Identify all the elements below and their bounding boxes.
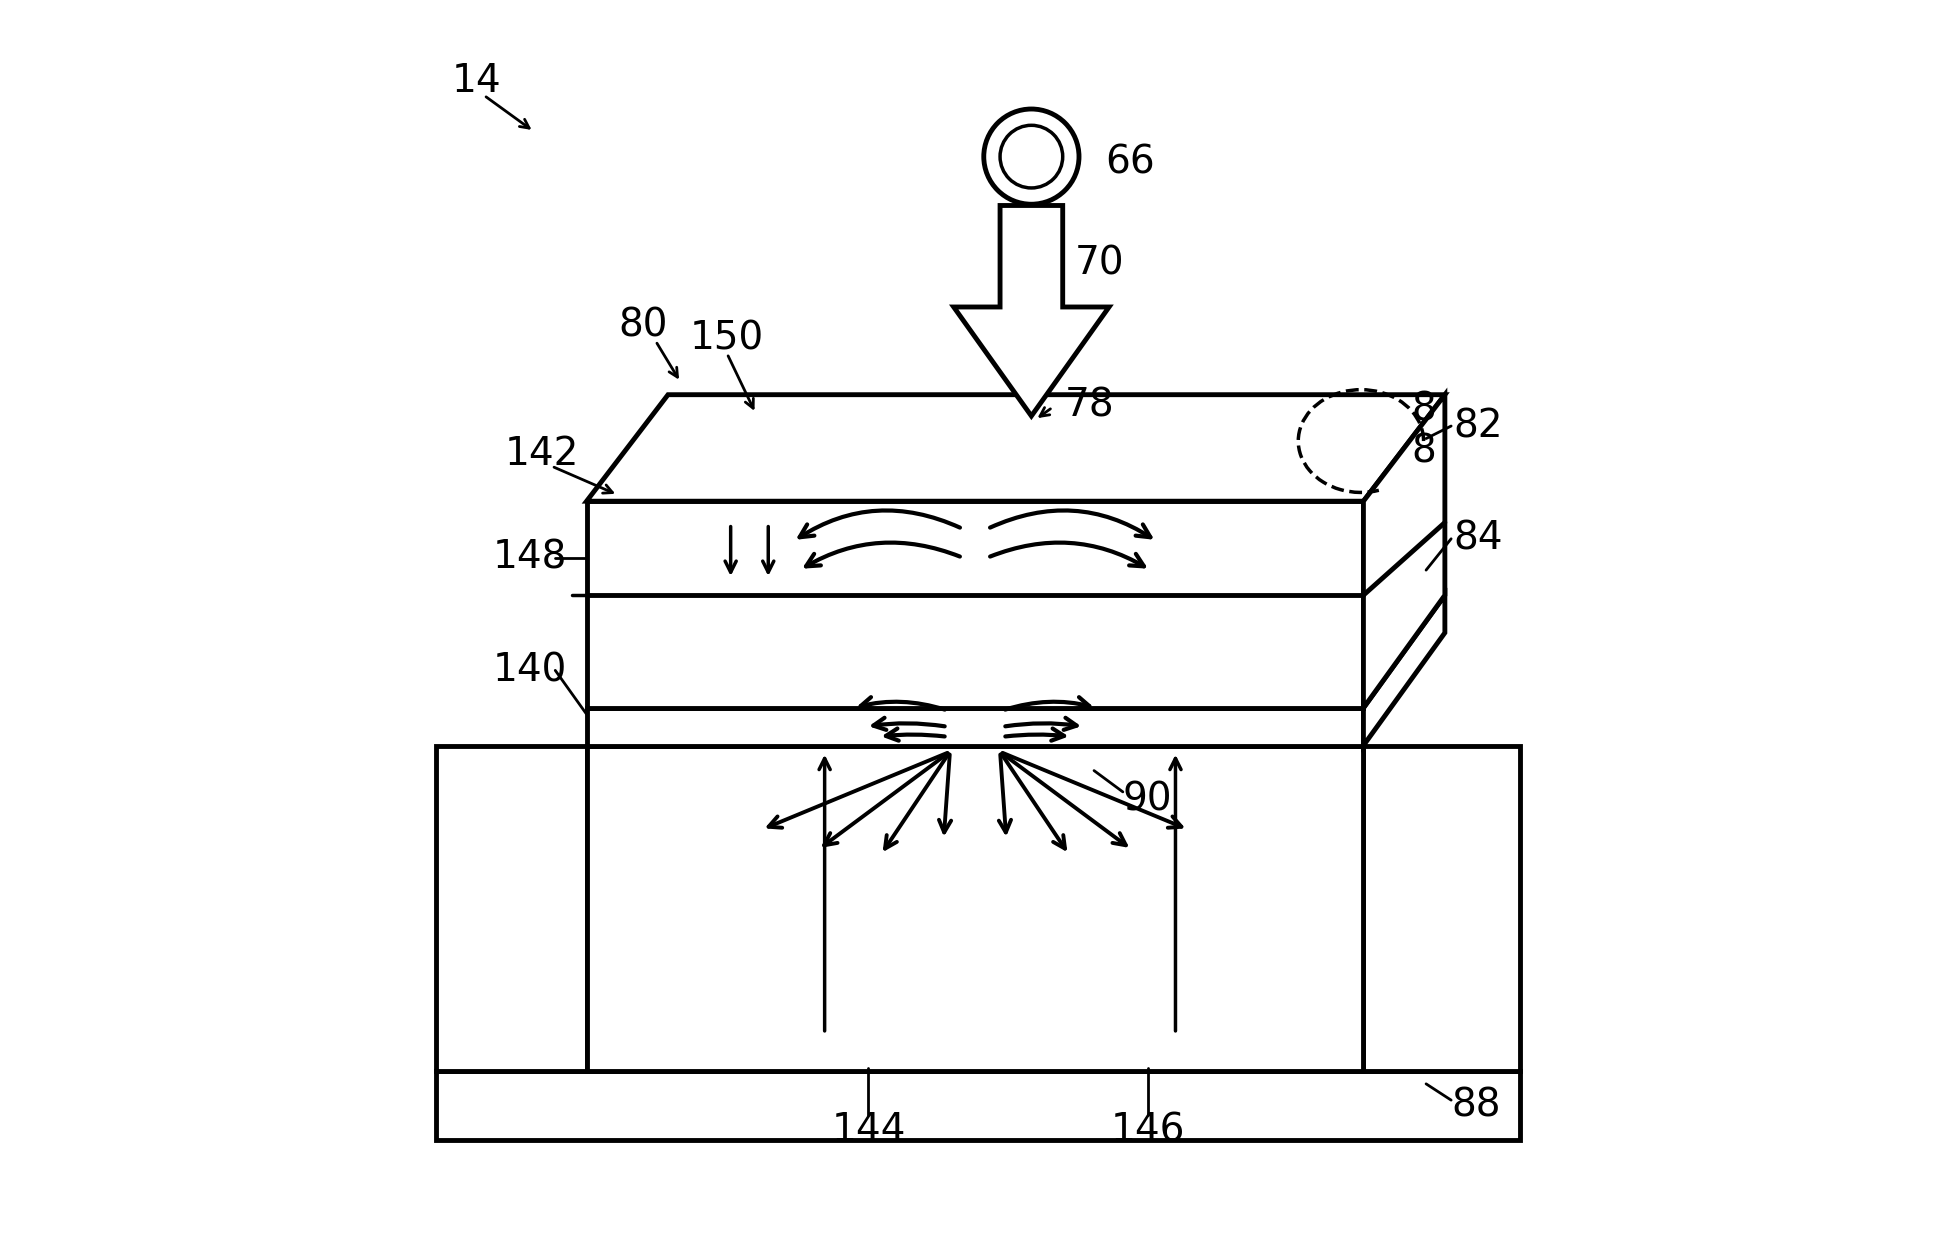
- Text: 14: 14: [450, 63, 501, 100]
- Polygon shape: [587, 501, 1363, 708]
- Text: 80: 80: [618, 307, 667, 345]
- Text: 150: 150: [688, 320, 764, 357]
- Text: 70: 70: [1074, 244, 1125, 282]
- Text: 148: 148: [493, 539, 567, 576]
- Polygon shape: [1363, 395, 1445, 708]
- Text: 82: 82: [1453, 407, 1503, 445]
- Polygon shape: [587, 708, 1363, 746]
- Polygon shape: [437, 746, 587, 1071]
- Text: 146: 146: [1112, 1111, 1186, 1149]
- Polygon shape: [1363, 746, 1521, 1071]
- Polygon shape: [437, 1071, 1521, 1140]
- Text: 66: 66: [1106, 144, 1154, 182]
- Text: 84: 84: [1453, 520, 1503, 558]
- Text: 144: 144: [831, 1111, 905, 1149]
- Text: 8: 8: [1412, 432, 1435, 470]
- Text: 78: 78: [1065, 387, 1115, 425]
- Polygon shape: [587, 746, 1363, 1071]
- Text: 8: 8: [1412, 391, 1435, 429]
- Polygon shape: [587, 395, 1445, 501]
- Polygon shape: [954, 205, 1110, 416]
- Text: 90: 90: [1123, 781, 1172, 818]
- Text: 142: 142: [505, 435, 579, 472]
- Text: 88: 88: [1451, 1086, 1502, 1124]
- Text: 140: 140: [493, 652, 567, 689]
- Polygon shape: [1363, 595, 1445, 746]
